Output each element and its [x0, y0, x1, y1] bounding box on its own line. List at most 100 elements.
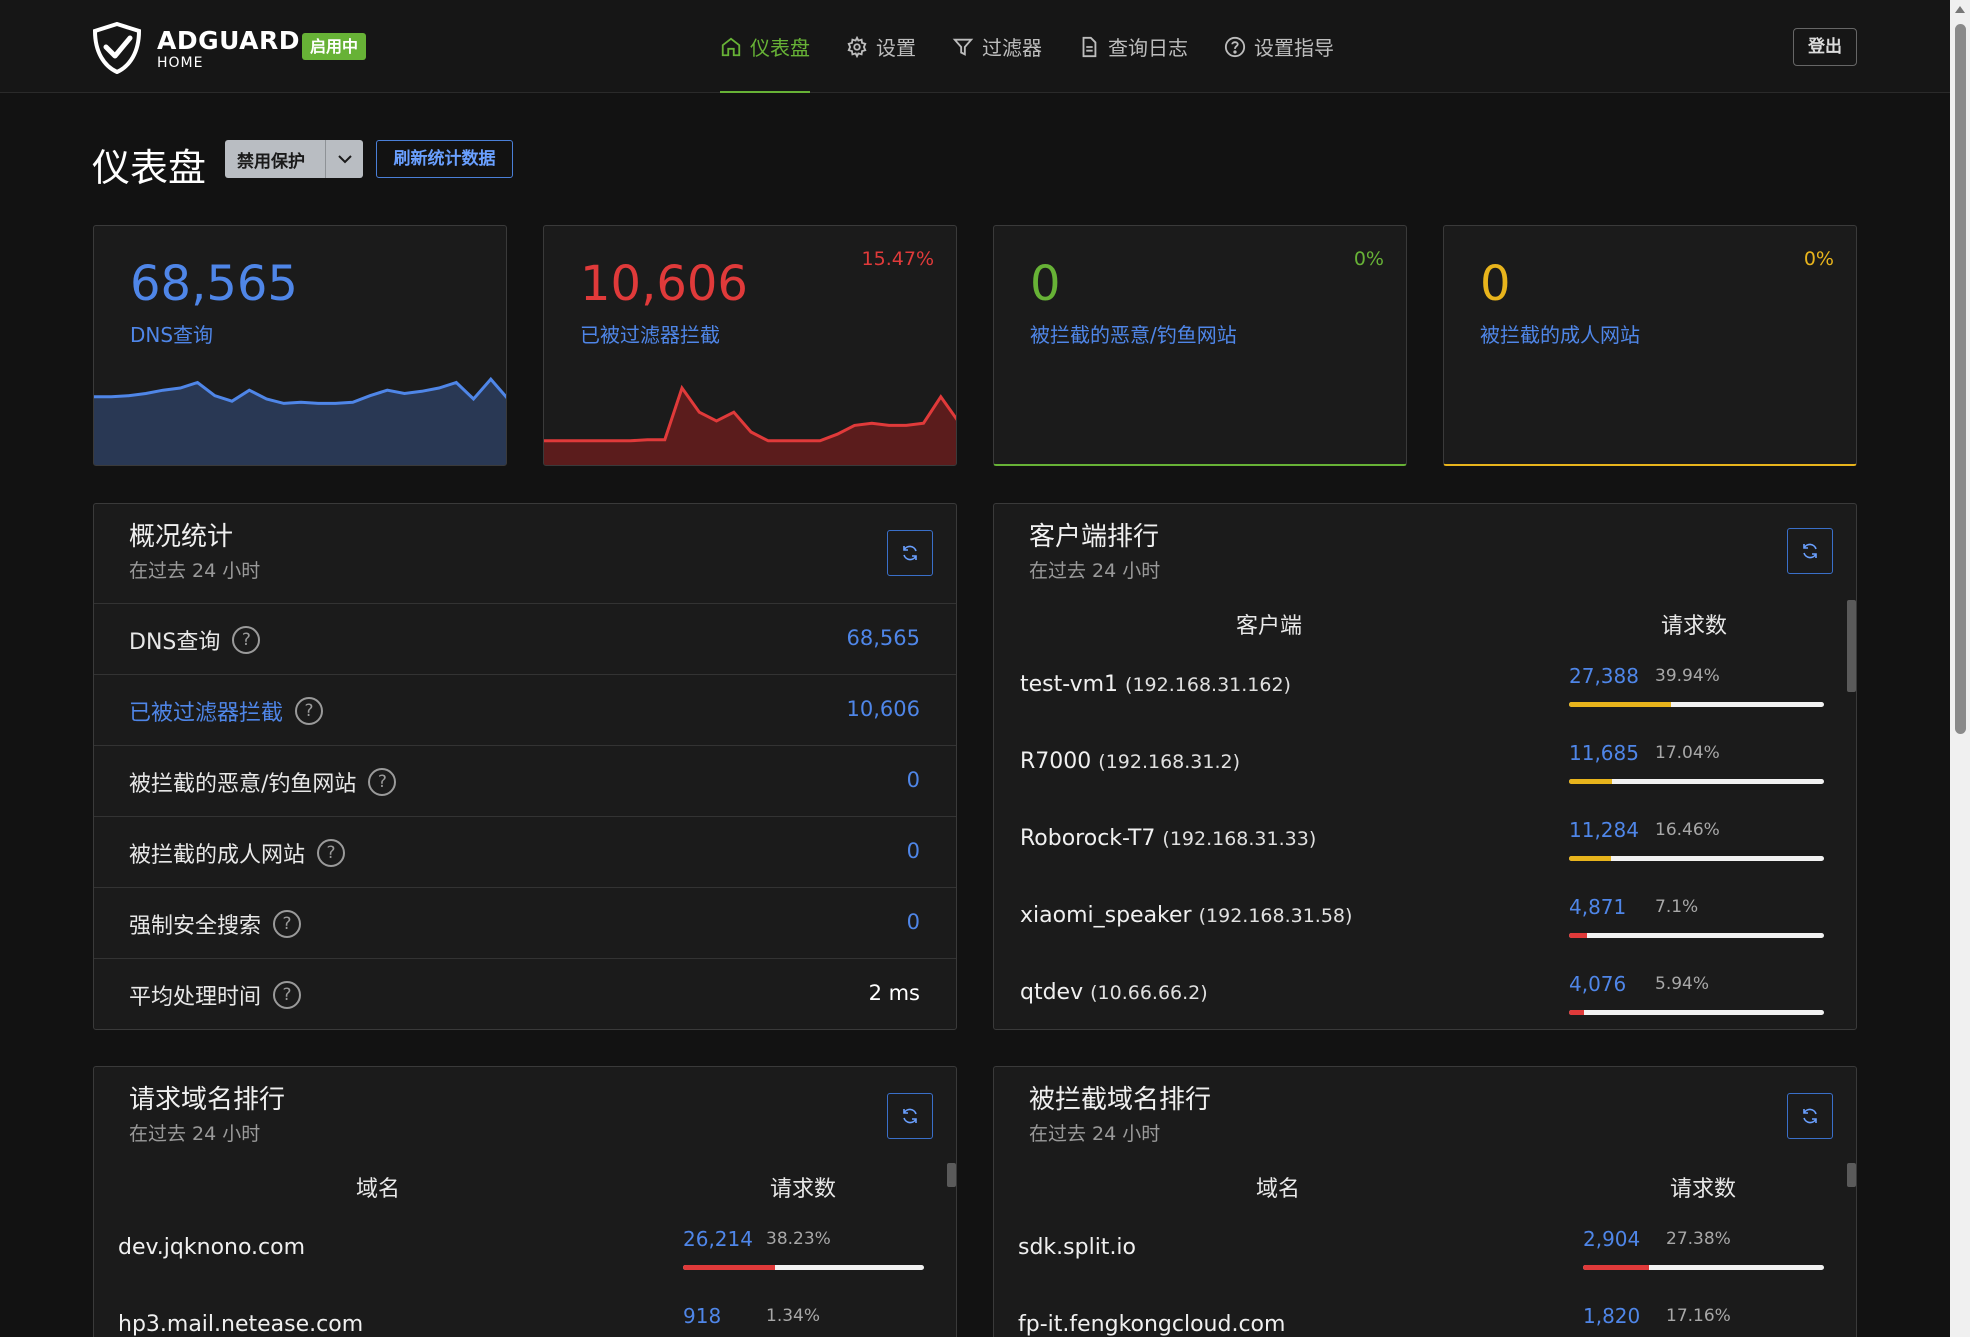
refresh-icon [903, 545, 917, 561]
request-percent: 7.1% [1655, 897, 1699, 917]
request-count[interactable]: 27,388 [1569, 664, 1639, 688]
client-name[interactable]: R7000 (192.168.31.2) [1020, 749, 1240, 774]
card-label[interactable]: 已被过滤器拦截 [580, 323, 720, 347]
request-share-bar-fill [1569, 1010, 1585, 1015]
help-icon[interactable]: ? [232, 626, 261, 654]
stat-row-blocked-adult: 被拦截的成人网站? 0 [94, 816, 956, 887]
top-header: ADGUARD HOME 启用中 仪表盘 设置 过滤器 查询日志 [0, 0, 1950, 93]
card-percent: 0% [1353, 248, 1384, 270]
domains-refresh-button[interactable] [887, 1093, 933, 1139]
column-header-domain[interactable]: 域名 [356, 1177, 401, 1202]
scroll-up-arrow[interactable] [1955, 6, 1965, 13]
request-count[interactable]: 11,284 [1569, 818, 1639, 842]
client-name-text[interactable]: R7000 [1020, 749, 1092, 774]
stat-row-value: 0 [906, 910, 920, 934]
client-name[interactable]: test-vm1 (192.168.31.162) [1020, 672, 1291, 697]
client-name-text[interactable]: Roborock-T7 [1020, 826, 1156, 851]
stat-row-dns-queries: DNS查询? 68,565 [94, 603, 956, 674]
blocked-domains-scrollbar[interactable] [1847, 1163, 1856, 1187]
page-title: 仪表盘 [92, 146, 207, 190]
domain-name[interactable]: sdk.split.io [1018, 1235, 1136, 1260]
page-scrollbar[interactable] [1950, 0, 1970, 1337]
help-icon[interactable]: ? [273, 910, 302, 938]
nav-settings[interactable]: 设置 [846, 0, 916, 93]
domain-name[interactable]: dev.jqknono.com [118, 1235, 305, 1260]
stat-row-label[interactable]: 已被过滤器拦截? [129, 695, 324, 727]
clients-scrollbar[interactable] [1847, 600, 1856, 692]
disable-protection-dropdown[interactable] [325, 140, 363, 178]
home-icon [721, 37, 741, 56]
column-header-requests[interactable]: 请求数 [1661, 614, 1728, 639]
dns-queries-card: 68,565 DNS查询 [93, 225, 507, 466]
request-count[interactable]: 4,076 [1569, 972, 1627, 996]
request-count[interactable]: 11,685 [1569, 741, 1639, 765]
card-label[interactable]: 被拦截的恶意/钓鱼网站 [1030, 323, 1237, 347]
refresh-icon [1803, 543, 1817, 559]
nav-settings-label: 设置 [876, 36, 916, 60]
client-name-text[interactable]: xiaomi_speaker [1020, 903, 1192, 928]
refresh-stats-button[interactable]: 刷新统计数据 [376, 140, 513, 178]
domains-scrollbar[interactable] [947, 1163, 956, 1187]
request-count[interactable]: 26,214 [683, 1227, 753, 1251]
client-name-text[interactable]: test-vm1 [1020, 672, 1119, 697]
client-name-text[interactable]: qtdev [1020, 980, 1084, 1005]
nav-dashboard-label: 仪表盘 [750, 36, 810, 60]
request-count[interactable]: 918 [683, 1304, 722, 1328]
domain-name-text[interactable]: fp-it.fengkongcloud.com [1018, 1312, 1286, 1337]
nav-dashboard[interactable]: 仪表盘 [720, 0, 810, 93]
stat-row-blocked-malware: 被拦截的恶意/钓鱼网站? 0 [94, 745, 956, 816]
stat-row-avg-time: 平均处理时间? 2 ms [94, 958, 956, 1029]
help-icon[interactable]: ? [295, 697, 324, 725]
card-label[interactable]: DNS查询 [130, 323, 214, 347]
stat-row-label: 强制安全搜索? [129, 908, 302, 940]
logout-button[interactable]: 登出 [1793, 28, 1857, 66]
blocked-domains-refresh-button[interactable] [1787, 1093, 1833, 1139]
help-icon[interactable]: ? [368, 768, 397, 796]
filter-icon [952, 38, 974, 56]
blocked-domains-panel: 被拦截域名排行 在过去 24 小时 域名 请求数 sdk.split.io 2,9… [993, 1066, 1857, 1337]
gear-icon [847, 35, 867, 58]
panel-title: 概况统计 [129, 522, 234, 552]
help-icon[interactable]: ? [273, 981, 302, 1009]
card-value: 0 [1030, 256, 1061, 312]
panel-subtitle: 在过去 24 小时 [1029, 1123, 1161, 1145]
general-refresh-button[interactable] [887, 530, 933, 576]
request-percent: 17.16% [1666, 1306, 1731, 1326]
client-name[interactable]: qtdev (10.66.66.2) [1020, 980, 1208, 1005]
domain-name[interactable]: hp3.mail.netease.com [118, 1312, 363, 1337]
domain-name[interactable]: fp-it.fengkongcloud.com [1018, 1312, 1285, 1337]
clients-refresh-button[interactable] [1787, 528, 1833, 574]
request-share-bar-fill [683, 1265, 776, 1270]
request-count[interactable]: 2,904 [1583, 1227, 1641, 1251]
logo-subtext: HOME [157, 55, 204, 71]
request-count[interactable]: 1,820 [1583, 1304, 1641, 1328]
request-percent: 39.94% [1655, 666, 1720, 686]
domain-name-text[interactable]: sdk.split.io [1018, 1235, 1137, 1260]
adguard-logo[interactable]: ADGUARD HOME [92, 22, 372, 74]
domain-name-text[interactable]: hp3.mail.netease.com [118, 1312, 364, 1337]
domain-name-text[interactable]: dev.jqknono.com [118, 1235, 306, 1260]
column-header-requests[interactable]: 请求数 [1670, 1177, 1737, 1202]
client-name[interactable]: Roborock-T7 (192.168.31.33) [1020, 826, 1316, 851]
help-icon[interactable]: ? [317, 839, 346, 867]
page-scrollbar-thumb[interactable] [1955, 24, 1966, 734]
disable-protection-button[interactable]: 禁用保护 [225, 140, 363, 178]
panel-subtitle: 在过去 24 小时 [129, 560, 261, 582]
request-count[interactable]: 4,871 [1569, 895, 1627, 919]
nav-filters[interactable]: 过滤器 [952, 0, 1042, 93]
column-header-client[interactable]: 客户端 [1236, 614, 1303, 639]
client-name[interactable]: xiaomi_speaker (192.168.31.58) [1020, 903, 1352, 928]
nav-query-log[interactable]: 查询日志 [1078, 0, 1188, 93]
client-ip: (192.168.31.2) [1098, 751, 1241, 773]
column-header-domain[interactable]: 域名 [1256, 1177, 1301, 1202]
panel-title: 被拦截域名排行 [1029, 1085, 1212, 1115]
blocked-filters-card: 10,606 已被过滤器拦截 15.47% [543, 225, 957, 466]
card-label[interactable]: 被拦截的成人网站 [1480, 323, 1640, 347]
nav-setup-guide[interactable]: 设置指导 [1224, 0, 1334, 93]
sparkline-area [94, 379, 506, 465]
stat-row-label: 被拦截的成人网站? [129, 837, 346, 869]
stat-row-name[interactable]: 已被过滤器拦截 [129, 701, 284, 726]
stat-row-name: 平均处理时间 [129, 985, 262, 1010]
column-header-requests[interactable]: 请求数 [770, 1177, 837, 1202]
